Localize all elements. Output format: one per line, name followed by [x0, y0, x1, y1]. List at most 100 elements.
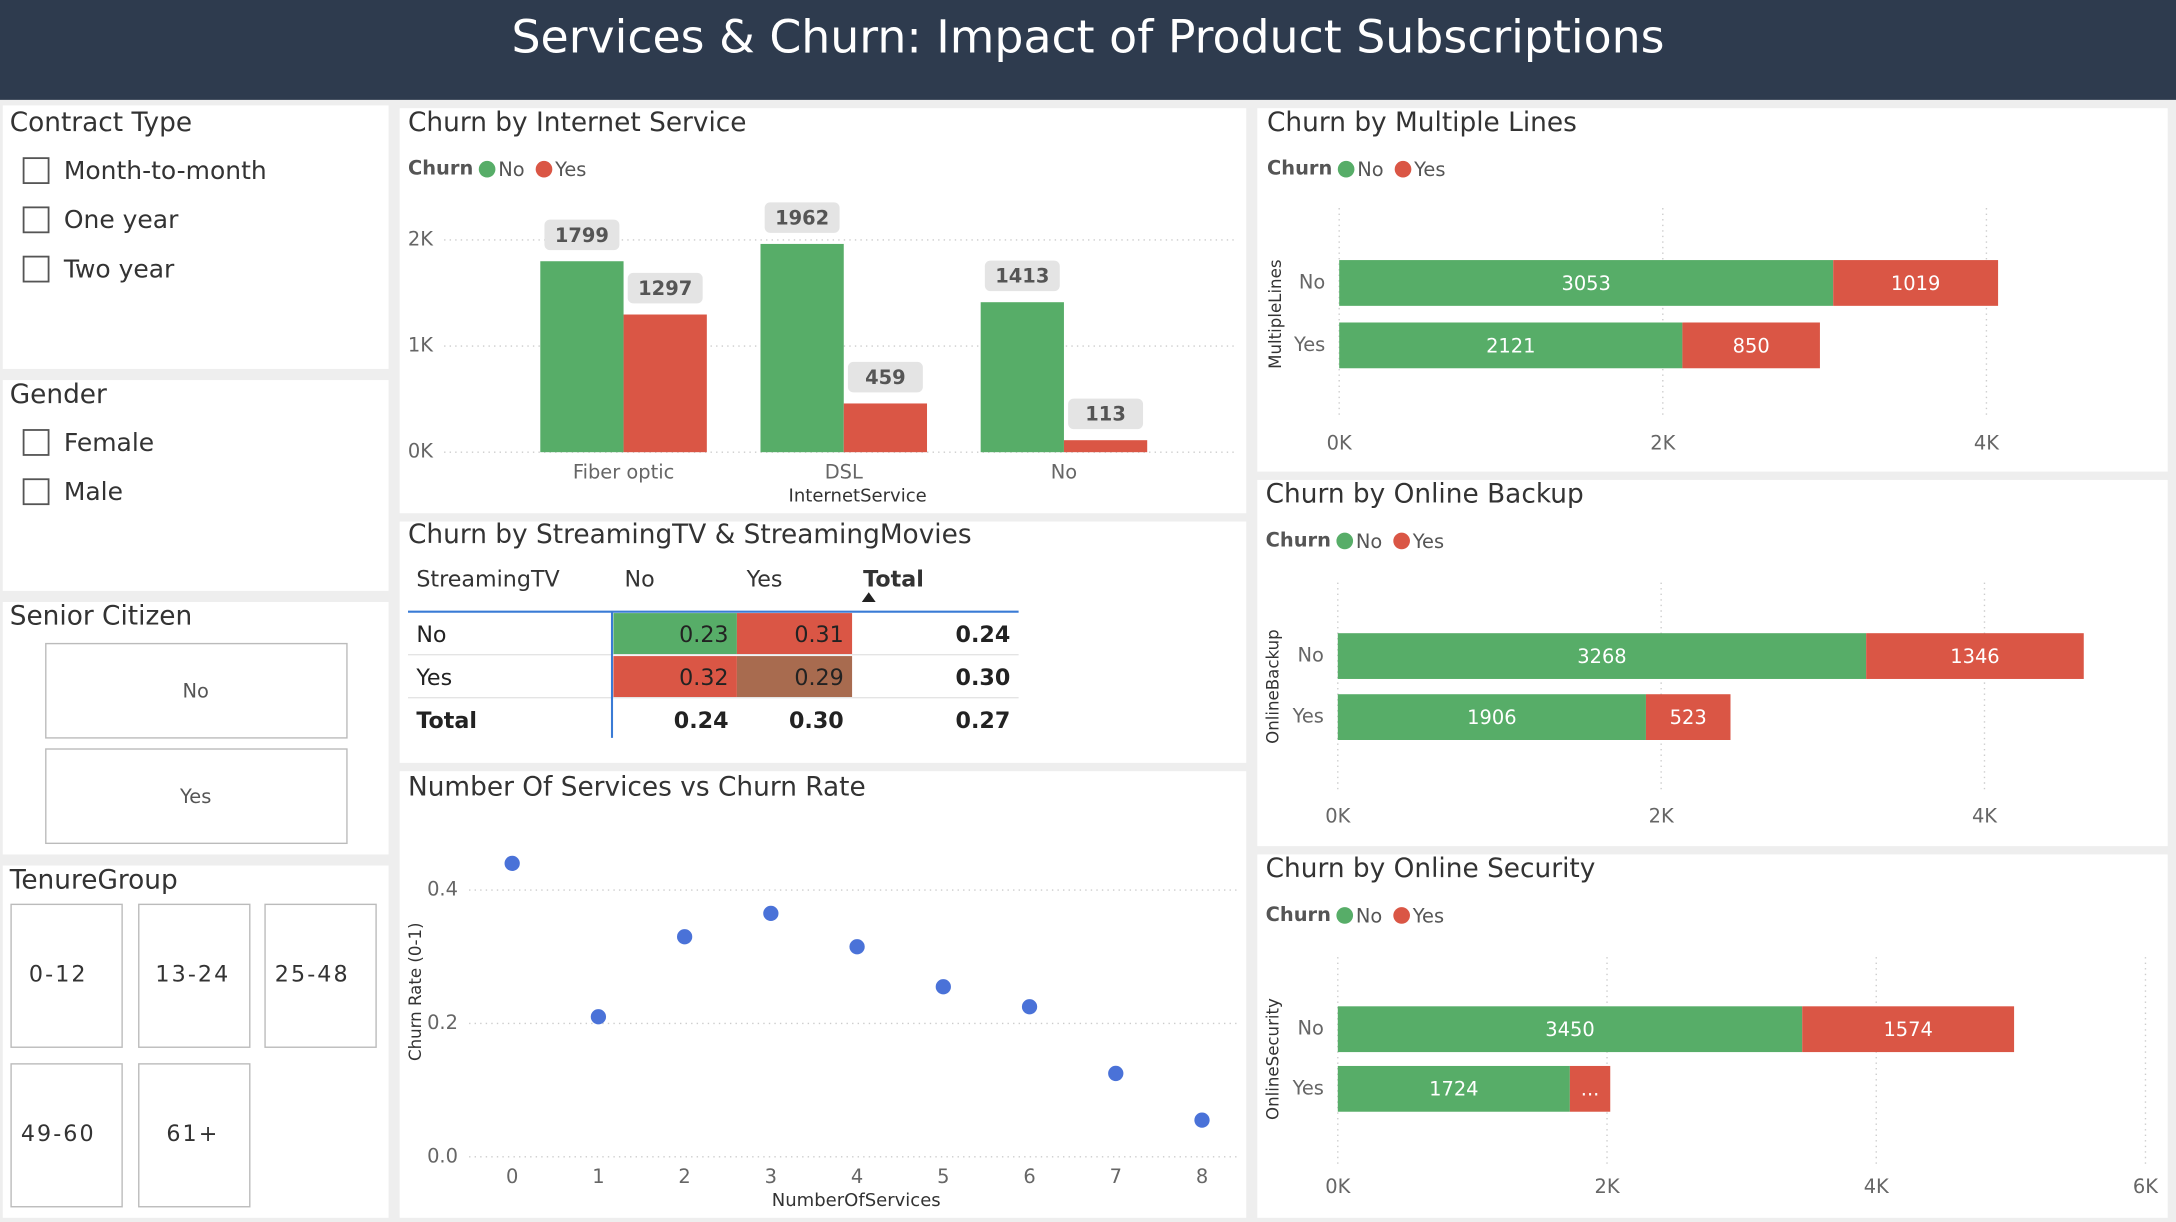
scatter-point: [504, 855, 520, 871]
data-label: 3450: [1545, 1018, 1594, 1041]
legend-label: No: [1356, 530, 1382, 553]
header-bar: [0, 0, 2176, 100]
panel: [2, 105, 389, 369]
x-tick-label: 8: [1196, 1165, 1208, 1188]
page-title: Services & Churn: Impact of Product Subs…: [511, 11, 1664, 64]
slicer-option[interactable]: Month-to-month: [64, 156, 267, 185]
slicer-option[interactable]: 25-48: [275, 962, 350, 988]
slicer-tile[interactable]: [45, 748, 348, 845]
slicer-tile[interactable]: [45, 642, 348, 739]
bar: [980, 302, 1064, 453]
bar: [1337, 694, 1646, 740]
y-tick-label: 0.4: [427, 878, 458, 901]
y-tick-label: No: [1299, 270, 1325, 293]
slicer-option[interactable]: 61+: [166, 1121, 219, 1147]
sort-indicator: [861, 592, 876, 602]
x-axis-title: InternetService: [789, 486, 927, 507]
cell-background: [613, 613, 737, 655]
data-label: 1724: [1429, 1078, 1478, 1101]
chart-title: Churn by Online Security: [1266, 854, 1596, 884]
slicer-option[interactable]: 13-24: [155, 962, 230, 988]
checkbox[interactable]: [22, 157, 50, 184]
data-label: 3053: [1561, 272, 1610, 295]
y-tick-label: Yes: [1293, 333, 1325, 356]
x-tick-label: 5: [937, 1165, 949, 1188]
bar: [1337, 633, 1867, 679]
slicer-tile[interactable]: [138, 1063, 251, 1208]
x-tick-label: 2K: [1649, 804, 1675, 827]
table-cell: 0.24: [956, 622, 1011, 648]
table-cell: 0.29: [794, 665, 843, 691]
panel: [399, 771, 1247, 1218]
panel: [2, 380, 389, 591]
legend-title: Churn: [1266, 903, 1331, 926]
table-cell: 0.23: [679, 622, 728, 648]
data-label: 850: [1733, 334, 1770, 357]
data-label: 459: [865, 366, 906, 389]
legend-marker: [1336, 907, 1354, 924]
data-label: 1019: [1891, 272, 1940, 295]
slicer-tile[interactable]: [10, 903, 123, 1048]
bar: [1682, 322, 1820, 369]
slicer-option[interactable]: 49-60: [21, 1121, 96, 1147]
table-cell: 0.30: [956, 665, 1011, 691]
x-tick-label: 6: [1023, 1165, 1035, 1188]
scatter-point: [1021, 999, 1038, 1015]
bar: [1833, 260, 1999, 306]
checkbox[interactable]: [22, 429, 50, 456]
y-axis-title: Churn Rate (0-1): [406, 922, 425, 1061]
legend-label: Yes: [1412, 904, 1444, 927]
scatter-point: [1108, 1065, 1124, 1082]
x-tick-label: 0K: [1325, 1175, 1351, 1198]
checkbox[interactable]: [22, 255, 50, 283]
bar: [1802, 1006, 2015, 1053]
data-label: 1906: [1467, 706, 1516, 729]
x-tick-label: No: [1051, 460, 1077, 483]
slicer-option[interactable]: 0-12: [29, 962, 88, 988]
legend-label: Yes: [1413, 158, 1445, 181]
table-cell: 0.27: [956, 708, 1011, 734]
bar: [1063, 440, 1148, 453]
table-cell: 0.30: [789, 708, 844, 734]
table-title: Churn by StreamingTV & StreamingMovies: [408, 520, 972, 550]
slicer-option[interactable]: One year: [64, 205, 179, 234]
slicer-tile[interactable]: [264, 903, 377, 1048]
bar: [623, 314, 707, 453]
x-tick-label: 0: [506, 1165, 518, 1188]
chart-title: Churn by Internet Service: [408, 108, 747, 138]
y-tick-label: 2K: [408, 227, 434, 250]
bar: [1339, 322, 1683, 369]
legend-marker: [1336, 532, 1354, 550]
column-header: No: [624, 566, 654, 592]
data-label-box: [544, 219, 620, 251]
slicer-tile[interactable]: [10, 1063, 123, 1208]
checkbox[interactable]: [22, 478, 50, 506]
legend-marker: [1393, 532, 1410, 550]
column-header: StreamingTV: [416, 566, 559, 592]
chart-title: Number Of Services vs Churn Rate: [408, 772, 866, 802]
slicer-option[interactable]: Two year: [63, 254, 175, 283]
data-label: 1574: [1883, 1018, 1932, 1041]
checkbox[interactable]: [22, 206, 50, 234]
slicer-title: Senior Citizen: [10, 602, 193, 632]
slicer-option[interactable]: Female: [64, 428, 154, 457]
table-cell: 0.31: [794, 622, 843, 648]
slicer-option[interactable]: Yes: [179, 785, 211, 808]
data-label: 3268: [1577, 645, 1626, 668]
x-tick-label: DSL: [825, 460, 863, 483]
slicer-option[interactable]: No: [182, 680, 208, 703]
chart-title: Churn by Online Backup: [1266, 480, 1584, 510]
bar: [1569, 1065, 1611, 1112]
slicer-option[interactable]: Male: [64, 477, 123, 506]
x-tick-label: 6K: [2133, 1175, 2159, 1198]
data-label: 113: [1085, 403, 1126, 426]
table-cell: Total: [416, 708, 477, 734]
slicer-tile[interactable]: [138, 903, 251, 1048]
data-label-box: [847, 361, 923, 393]
data-label: 1413: [995, 265, 1049, 288]
chart-title: Churn by Multiple Lines: [1267, 108, 1577, 138]
x-tick-label: 3: [765, 1165, 777, 1188]
data-label: ...: [1581, 1078, 1600, 1101]
table-cell: 0.32: [679, 665, 728, 691]
